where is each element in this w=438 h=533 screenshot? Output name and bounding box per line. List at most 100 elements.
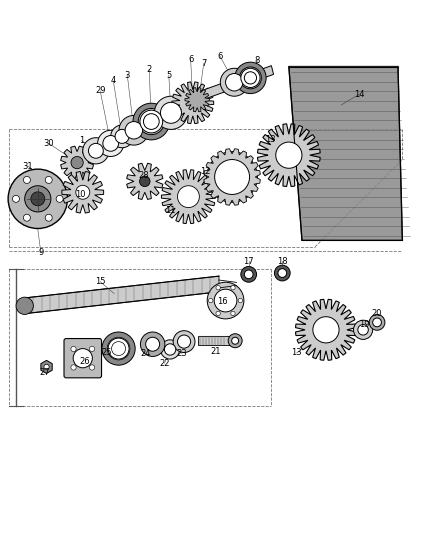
Circle shape: [220, 68, 248, 96]
Text: 29: 29: [95, 86, 106, 95]
Text: 31: 31: [22, 161, 33, 171]
Circle shape: [12, 195, 19, 203]
Text: 28: 28: [138, 171, 149, 180]
Text: 10: 10: [75, 190, 86, 199]
Text: 6: 6: [217, 52, 223, 61]
Circle shape: [353, 320, 373, 340]
Circle shape: [140, 110, 162, 133]
Polygon shape: [204, 149, 260, 205]
Circle shape: [241, 266, 257, 282]
Text: 3: 3: [125, 71, 130, 80]
Circle shape: [215, 159, 250, 195]
Circle shape: [177, 335, 191, 348]
Circle shape: [112, 342, 126, 356]
Circle shape: [216, 311, 220, 316]
Text: 12: 12: [200, 167, 210, 176]
Circle shape: [102, 332, 135, 365]
Circle shape: [107, 337, 130, 360]
Circle shape: [160, 340, 180, 359]
Circle shape: [16, 297, 33, 314]
Circle shape: [231, 286, 235, 290]
Circle shape: [241, 68, 260, 87]
Text: 22: 22: [159, 359, 170, 368]
Text: 4: 4: [111, 76, 116, 85]
Circle shape: [71, 365, 76, 370]
Circle shape: [177, 185, 199, 207]
Circle shape: [103, 135, 119, 151]
Text: 20: 20: [372, 309, 382, 318]
Circle shape: [275, 265, 290, 281]
Circle shape: [164, 344, 176, 355]
Circle shape: [244, 270, 253, 279]
Polygon shape: [296, 300, 357, 360]
Circle shape: [115, 130, 129, 143]
Text: 19: 19: [359, 320, 369, 329]
Circle shape: [208, 298, 213, 303]
Polygon shape: [41, 360, 52, 374]
Circle shape: [140, 176, 150, 187]
Text: 7: 7: [201, 59, 206, 68]
Circle shape: [160, 102, 181, 123]
Text: 11: 11: [165, 206, 175, 215]
Bar: [198, 336, 235, 345]
Polygon shape: [289, 67, 403, 240]
Circle shape: [119, 116, 149, 145]
Circle shape: [144, 114, 159, 130]
Circle shape: [226, 74, 243, 91]
Text: 6: 6: [188, 54, 193, 63]
Text: 23: 23: [177, 349, 187, 358]
Circle shape: [89, 365, 95, 370]
Polygon shape: [258, 124, 320, 187]
Text: 21: 21: [210, 347, 221, 356]
Circle shape: [8, 169, 67, 229]
Text: 8: 8: [255, 56, 260, 65]
Text: 13: 13: [291, 349, 302, 358]
Circle shape: [276, 142, 302, 168]
Polygon shape: [60, 146, 94, 179]
Circle shape: [141, 332, 165, 357]
Circle shape: [238, 298, 243, 303]
Circle shape: [73, 349, 92, 368]
Text: 9: 9: [38, 248, 43, 257]
Circle shape: [111, 125, 134, 148]
Circle shape: [71, 157, 83, 169]
Circle shape: [228, 334, 242, 348]
Text: 16: 16: [217, 297, 228, 306]
Circle shape: [358, 325, 368, 335]
Circle shape: [71, 346, 76, 352]
Polygon shape: [25, 276, 219, 313]
Circle shape: [232, 337, 239, 344]
Circle shape: [207, 152, 258, 203]
Circle shape: [83, 138, 109, 164]
Circle shape: [216, 286, 220, 290]
Circle shape: [76, 185, 90, 199]
Polygon shape: [62, 172, 104, 213]
Polygon shape: [127, 163, 163, 199]
Circle shape: [98, 130, 124, 157]
Circle shape: [133, 103, 170, 140]
Circle shape: [240, 67, 261, 89]
Circle shape: [45, 176, 52, 183]
Circle shape: [146, 337, 159, 351]
Circle shape: [173, 330, 195, 352]
Circle shape: [25, 185, 51, 212]
Circle shape: [23, 176, 30, 183]
Text: 26: 26: [79, 357, 90, 366]
Circle shape: [88, 143, 103, 158]
Circle shape: [125, 122, 143, 139]
Polygon shape: [162, 169, 215, 224]
Circle shape: [313, 317, 339, 343]
Circle shape: [278, 269, 287, 277]
Circle shape: [138, 108, 164, 135]
Circle shape: [369, 314, 385, 330]
Text: 25: 25: [101, 349, 112, 358]
FancyBboxPatch shape: [64, 338, 102, 378]
Text: 27: 27: [39, 368, 49, 377]
Text: 17: 17: [244, 257, 254, 266]
Circle shape: [231, 311, 235, 316]
Text: 15: 15: [95, 277, 106, 286]
Text: 30: 30: [43, 139, 54, 148]
Text: 18: 18: [277, 257, 288, 266]
Text: 5: 5: [166, 71, 171, 80]
Circle shape: [44, 364, 49, 369]
